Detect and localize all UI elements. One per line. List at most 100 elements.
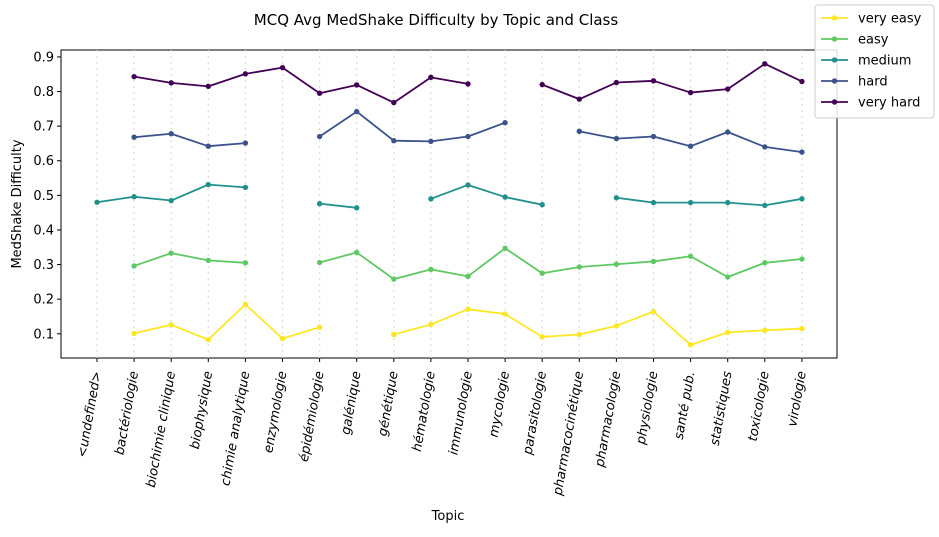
y-tick-label: 0.9 (33, 50, 54, 65)
legend-marker (831, 36, 838, 42)
legend-label: very easy (858, 12, 922, 27)
data-point (131, 134, 137, 140)
data-point (316, 200, 323, 207)
data-point (539, 334, 545, 340)
data-point (94, 199, 100, 205)
x-tick-label: biophysique (188, 370, 216, 450)
x-tick-label: hématologie (410, 370, 439, 453)
series-line (319, 247, 802, 280)
data-point (316, 259, 323, 266)
data-point (354, 82, 360, 88)
series-line (319, 202, 357, 209)
data-point (242, 260, 249, 266)
legend-label: very hard (858, 96, 920, 111)
legend-label: medium (858, 54, 911, 69)
data-point (465, 306, 471, 312)
data-point (502, 194, 508, 200)
data-point (725, 274, 731, 280)
data-point (576, 264, 582, 270)
data-point (576, 128, 582, 135)
data-point (131, 194, 137, 200)
data-point (539, 201, 545, 208)
data-point (613, 261, 620, 267)
data-point (168, 131, 174, 137)
x-tick-label: statistiques (708, 370, 736, 447)
series-line (430, 184, 543, 206)
x-axis-label: Topic (431, 509, 465, 524)
data-point (131, 330, 137, 337)
data-point (799, 78, 805, 85)
data-point (354, 249, 360, 256)
data-point (205, 336, 211, 343)
series-line (133, 252, 246, 267)
data-point (428, 138, 434, 145)
grid-lines (96, 50, 803, 358)
y-tick-label: 0.3 (33, 258, 54, 273)
data-point (799, 256, 805, 262)
data-point (502, 245, 508, 251)
data-point (428, 196, 434, 202)
data-point (391, 331, 397, 338)
data-point (205, 257, 211, 264)
x-tick-label: physiologie (634, 370, 662, 446)
data-point (799, 149, 805, 155)
data-point (650, 199, 657, 206)
data-point (799, 196, 805, 202)
legend-label: easy (858, 33, 889, 48)
series-line (134, 132, 246, 148)
x-tick-label: mycologie (487, 370, 513, 438)
x-axis: <undefined> bactériologie biochimie cliniq… (75, 358, 810, 498)
x-tick-label: <undefined> (75, 370, 105, 459)
data-point (502, 311, 508, 317)
data-point (687, 143, 694, 149)
data-point (725, 86, 731, 92)
data-point (539, 81, 545, 88)
data-point (428, 321, 434, 328)
legend-marker (831, 78, 838, 84)
data-point (613, 195, 620, 201)
data-point (391, 276, 397, 282)
x-tick-label: virologie (785, 370, 810, 428)
data-point (687, 253, 694, 259)
data-point (242, 71, 249, 77)
series-line (133, 66, 469, 104)
data-point (613, 135, 620, 142)
legend-marker (831, 99, 838, 105)
legend-label: hard (858, 75, 888, 90)
data-point (242, 140, 249, 146)
data-point (205, 181, 211, 188)
data-point (316, 324, 323, 330)
data-point (687, 199, 694, 206)
data-point (168, 197, 174, 204)
data-point (762, 327, 768, 334)
plot-area (60, 49, 838, 359)
y-tick-label: 0.2 (33, 293, 54, 308)
x-tick-label: génétique (376, 370, 402, 437)
data-point (131, 73, 137, 80)
data-point (168, 80, 174, 86)
x-tick-label: parasitologie (521, 370, 551, 457)
y-tick-label: 0.1 (33, 327, 54, 342)
legend-box (814, 4, 935, 119)
x-tick-label: épidémiologie (297, 370, 328, 463)
legend-marker (831, 57, 838, 63)
data-point (205, 143, 211, 149)
chart-title: MCQ Avg MedShake Difficulty by Topic and… (254, 11, 619, 29)
data-point (576, 96, 582, 102)
data-point (650, 308, 657, 315)
y-tick-label: 0.7 (33, 120, 54, 135)
data-point (391, 99, 397, 106)
series-line (393, 308, 802, 346)
data-point (279, 335, 286, 342)
series-lines (94, 61, 805, 348)
data-point (465, 182, 471, 188)
y-tick-label: 0.6 (33, 154, 54, 169)
data-point (465, 133, 471, 140)
data-point (725, 199, 731, 206)
data-point (168, 322, 174, 328)
data-point (762, 61, 768, 67)
y-tick-label: 0.4 (33, 223, 54, 238)
x-tick-label: enzymologie (261, 370, 290, 454)
data-point (131, 263, 137, 269)
